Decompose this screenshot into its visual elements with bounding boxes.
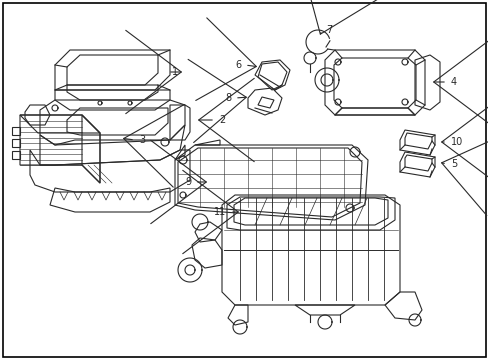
Text: 11: 11 [213, 207, 225, 217]
Text: 9: 9 [184, 177, 191, 187]
Text: 5: 5 [450, 159, 456, 169]
Text: 10: 10 [450, 137, 462, 147]
Text: 2: 2 [219, 115, 225, 125]
Text: 3: 3 [139, 135, 145, 145]
Text: 4: 4 [450, 77, 456, 87]
Text: 8: 8 [224, 93, 230, 103]
Text: 7: 7 [325, 25, 331, 35]
Text: 6: 6 [234, 60, 241, 70]
Text: 1: 1 [172, 67, 178, 77]
